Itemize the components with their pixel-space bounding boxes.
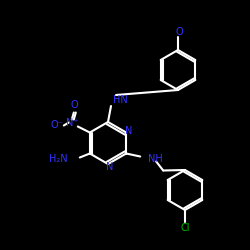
Text: Cl: Cl [180,223,190,233]
Text: H₂N: H₂N [49,154,68,164]
Text: HN: HN [113,95,128,105]
Text: N: N [106,162,114,172]
Text: N: N [126,126,133,136]
Text: O: O [175,27,183,37]
Text: O⁻: O⁻ [50,120,63,130]
Text: NH: NH [148,154,163,164]
Text: N⁺: N⁺ [66,118,78,128]
Text: O: O [70,100,78,110]
